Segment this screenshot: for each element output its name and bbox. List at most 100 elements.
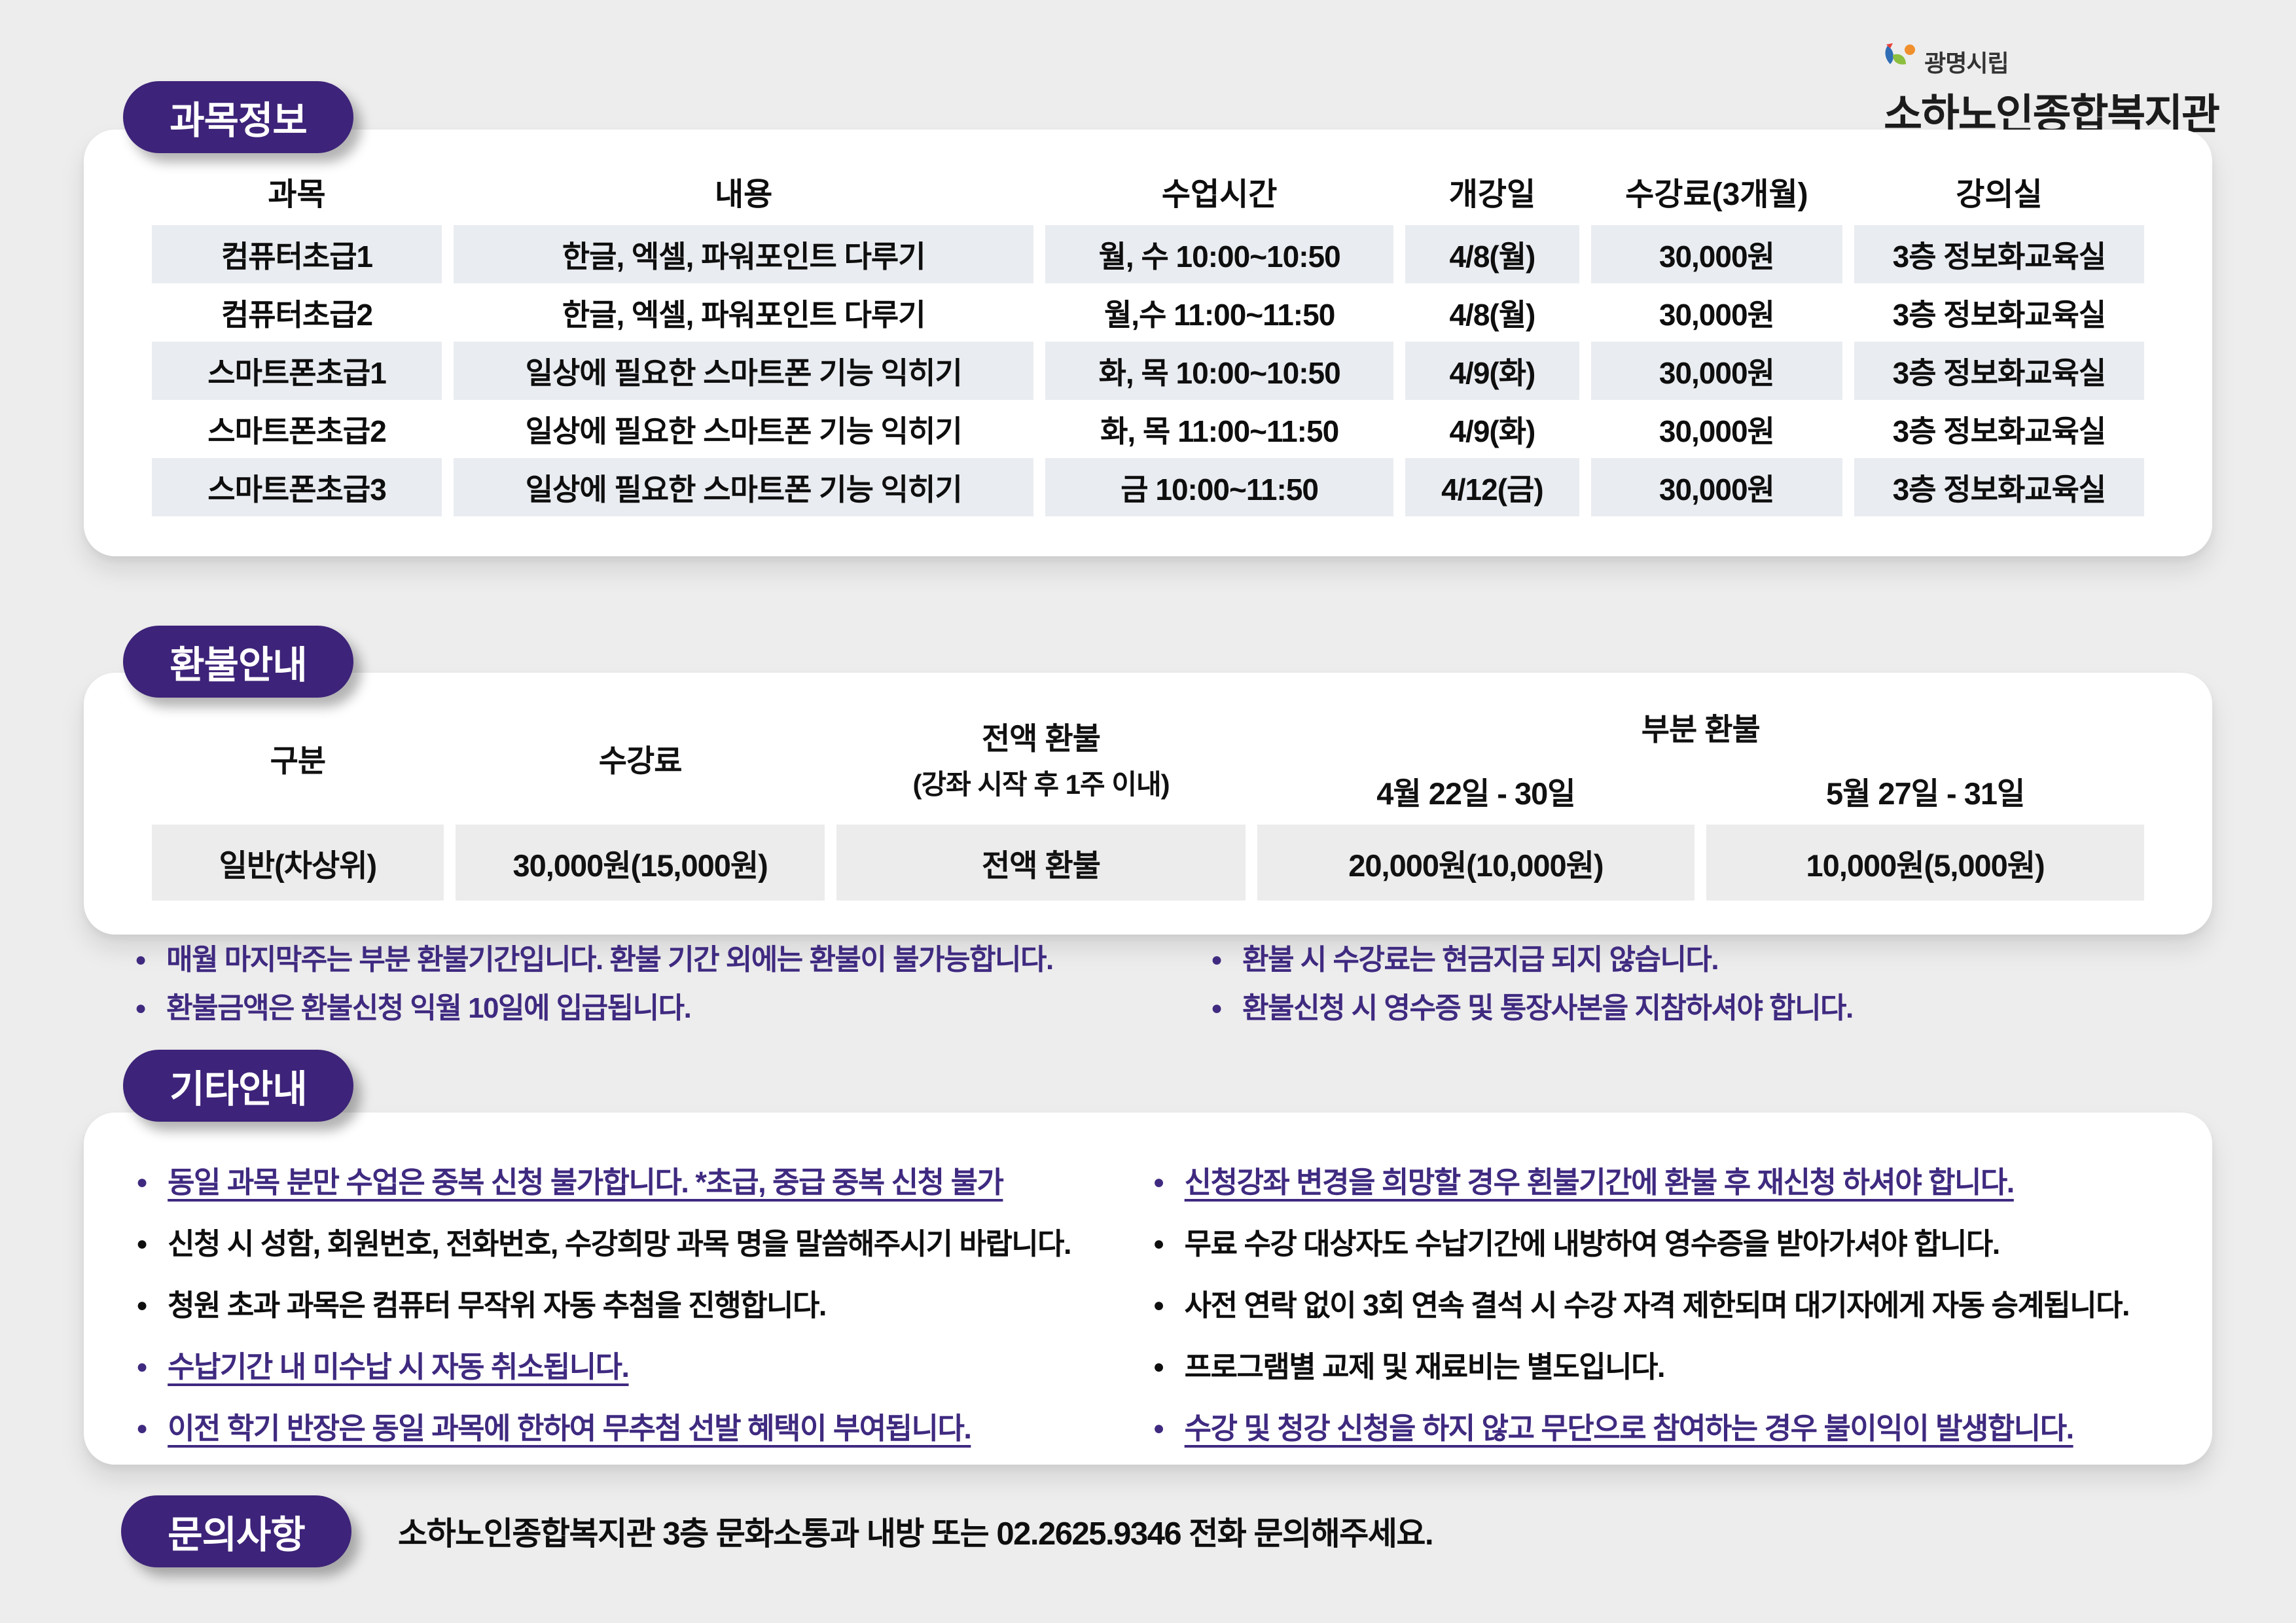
- section-badge-refund: 환불안내: [123, 626, 353, 698]
- refund-note-text: 환불 시 수강료는 현금지급 되지 않습니다.: [1242, 944, 1719, 976]
- course-cell-room: 3층 정보화교육실: [1892, 414, 2107, 448]
- etc-note-text: 동일 과목 분만 수업은 중복 신청 불가합니다. *초급, 중급 중복 신청 …: [168, 1166, 1004, 1199]
- course-cell-room: 3층 정보화교육실: [1854, 225, 2144, 283]
- refund-note: ● 환불 시 수강료는 현금지급 되지 않습니다.: [1211, 941, 2212, 979]
- refund-header-row-2: 4월 22일 - 30일 5월 27일 - 31일: [152, 762, 2144, 825]
- section-badge-course-label: 과목정보: [170, 99, 307, 142]
- etc-note-text: 신청 시 성함, 회원번호, 전화번호, 수강희망 과목 명을 말씀해주시기 바…: [168, 1227, 1071, 1260]
- section-badge-inquiry: 문의사항: [121, 1495, 351, 1567]
- bullet-icon: ●: [1153, 1233, 1165, 1255]
- course-header-room: 강의실: [1956, 177, 2043, 212]
- bullet-icon: ●: [1153, 1356, 1165, 1378]
- course-card: 과목 내용 수업시간 개강일 수강료(3개월) 강의실 컴퓨터초급1 한글, 엑…: [84, 130, 2212, 556]
- logo-city-label: 광명시립: [1924, 50, 2009, 77]
- refund-header-partial: 부분 환불: [1641, 711, 1761, 747]
- bullet-icon: ●: [135, 997, 147, 1019]
- course-row: 스마트폰초급3 일상에 필요한 스마트폰 기능 익히기 금 10:00~11:5…: [152, 458, 2144, 516]
- course-cell-time: 화, 목 10:00~10:50: [1045, 342, 1393, 400]
- course-cell-fee: 30,000원: [1590, 458, 1842, 516]
- course-cell-subject: 컴퓨터초급2: [221, 297, 373, 332]
- refund-note-text: 매월 마지막주는 부분 환불기간입니다. 환불 기간 외에는 환불이 불가능합니…: [166, 944, 1054, 976]
- refund-notes-right: ● 환불 시 수강료는 현금지급 되지 않습니다. ● 환불신청 시 영수증 및…: [1148, 941, 2212, 1038]
- refund-note-text: 환불신청 시 영수증 및 통장사본을 지참하셔야 합니다.: [1242, 992, 1854, 1024]
- course-row: 컴퓨터초급2 한글, 엑셀, 파워포인트 다루기 월,수 11:00~11:50…: [152, 283, 2144, 342]
- course-header-content: 내용: [715, 177, 773, 212]
- course-cell-subject: 스마트폰초급2: [207, 414, 387, 448]
- bullet-icon: ●: [136, 1356, 149, 1378]
- bullet-icon: ●: [136, 1171, 149, 1193]
- bullet-icon: ●: [1153, 1418, 1165, 1439]
- etc-note: ● 청원 초과 과목은 컴퓨터 무작위 자동 추첨을 진행합니다.: [136, 1287, 1117, 1325]
- refund-header-full-subtitle: (강좌 시작 후 1주 이내): [912, 769, 1170, 800]
- course-cell-room: 3층 정보화교육실: [1854, 458, 2144, 516]
- refund-cell-fee: 30,000원(15,000원): [455, 825, 825, 901]
- course-cell-time: 금 10:00~11:50: [1045, 458, 1393, 516]
- course-cell-fee: 30,000원: [1659, 414, 1775, 448]
- course-cell-open-date: 4/9(화): [1405, 342, 1579, 400]
- section-badge-etc: 기타안내: [123, 1050, 353, 1122]
- etc-note: ● 사전 연락 없이 3회 연속 결석 시 수강 자격 제한되며 대기자에게 자…: [1153, 1287, 2179, 1325]
- refund-header-fee: 수강료: [598, 743, 683, 778]
- etc-note-text: 사전 연락 없이 3회 연속 결석 시 수강 자격 제한되며 대기자에게 자동 …: [1184, 1289, 2130, 1322]
- course-cell-fee: 30,000원: [1590, 342, 1842, 400]
- course-cell-open-date: 4/8(월): [1449, 297, 1535, 332]
- course-cell-content: 일상에 필요한 스마트폰 기능 익히기: [525, 414, 963, 448]
- course-cell-room: 3층 정보화교육실: [1892, 297, 2107, 332]
- bullet-icon: ●: [135, 949, 147, 971]
- section-badge-course: 과목정보: [123, 81, 353, 153]
- etc-note: ● 이전 학기 반장은 동일 과목에 한하여 무추첨 선발 혜택이 부여됩니다.: [136, 1410, 1117, 1448]
- logo-mark-icon: [1885, 43, 1916, 65]
- course-cell-open-date: 4/9(화): [1449, 414, 1535, 448]
- course-header-open-date: 개강일: [1448, 177, 1536, 212]
- refund-notes-left: ● 매월 마지막주는 부분 환불기간입니다. 환불 기간 외에는 환불이 불가능…: [84, 941, 1148, 1038]
- bullet-icon: ●: [1211, 949, 1223, 971]
- course-table: 과목 내용 수업시간 개강일 수강료(3개월) 강의실 컴퓨터초급1 한글, 엑…: [140, 157, 2156, 516]
- refund-table: 구분 수강료 전액 환불 (강좌 시작 후 1주 이내) 부분 환불 4월 22…: [140, 691, 2156, 901]
- course-cell-open-date: 4/8(월): [1405, 225, 1579, 283]
- course-cell-fee: 30,000원: [1659, 297, 1775, 332]
- etc-note: ● 신청 시 성함, 회원번호, 전화번호, 수강희망 과목 명을 말씀해주시기…: [136, 1225, 1117, 1263]
- etc-notes-right: ● 신청강좌 변경을 희망할 경우 횐불기간에 환불 후 재신청 하셔야 합니다…: [1117, 1164, 2179, 1471]
- etc-note: ● 프로그램별 교제 및 재료비는 별도입니다.: [1153, 1348, 2179, 1386]
- refund-note: ● 환불신청 시 영수증 및 통장사본을 지참하셔야 합니다.: [1211, 990, 2212, 1027]
- refund-header-full-title: 전액 환불: [982, 721, 1101, 756]
- refund-cell-category: 일반(차상위): [152, 825, 444, 901]
- course-cell-time: 월,수 11:00~11:50: [1103, 297, 1335, 332]
- course-header-row: 과목 내용 수업시간 개강일 수강료(3개월) 강의실: [152, 157, 2144, 225]
- etc-note-text: 신청강좌 변경을 희망할 경우 횐불기간에 환불 후 재신청 하셔야 합니다.: [1184, 1166, 2015, 1199]
- course-cell-content: 한글, 엑셀, 파워포인트 다루기: [562, 297, 926, 332]
- refund-note: ● 매월 마지막주는 부분 환불기간입니다. 환불 기간 외에는 환불이 불가능…: [135, 941, 1148, 979]
- refund-data-row: 일반(차상위) 30,000원(15,000원) 전액 환불 20,000원(1…: [152, 825, 2144, 901]
- etc-note: ● 무료 수강 대상자도 수납기간에 내방하여 영수증을 받아가셔야 합니다.: [1153, 1225, 2179, 1263]
- course-cell-content: 일상에 필요한 스마트폰 기능 익히기: [454, 458, 1034, 516]
- course-cell-subject: 스마트폰초급3: [152, 458, 442, 516]
- refund-cell-partial-1: 20,000원(10,000원): [1257, 825, 1695, 901]
- refund-header-partial-period-1: 4월 22일 - 30일: [1376, 776, 1575, 811]
- refund-cell-full: 전액 환불: [836, 825, 1246, 901]
- refund-notes: ● 매월 마지막주는 부분 환불기간입니다. 환불 기간 외에는 환불이 불가능…: [84, 941, 2212, 1038]
- etc-note: ● 신청강좌 변경을 희망할 경우 횐불기간에 환불 후 재신청 하셔야 합니다…: [1153, 1164, 2179, 1202]
- etc-note-text: 수강 및 청강 신청을 하지 않고 무단으로 참여하는 경우 불이익이 발생합니…: [1184, 1412, 2074, 1445]
- etc-card: ● 동일 과목 분만 수업은 중복 신청 불가합니다. *초급, 중급 중복 신…: [84, 1113, 2212, 1465]
- refund-header-full: 전액 환불 (강좌 시작 후 1주 이내): [836, 691, 1245, 825]
- course-cell-open-date: 4/12(금): [1405, 458, 1579, 516]
- etc-note-text: 청원 초과 과목은 컴퓨터 무작위 자동 추첨을 진행합니다.: [168, 1289, 827, 1322]
- course-cell-time: 월, 수 10:00~10:50: [1045, 225, 1393, 283]
- refund-note-text: 환불금액은 환불신청 익월 10일에 입급됩니다.: [166, 992, 692, 1024]
- etc-note: ● 수납기간 내 미수납 시 자동 취소됩니다.: [136, 1348, 1117, 1386]
- bullet-icon: ●: [1153, 1171, 1165, 1193]
- course-cell-subject: 스마트폰초급1: [152, 342, 442, 400]
- bullet-icon: ●: [136, 1294, 149, 1316]
- course-cell-content: 한글, 엑셀, 파워포인트 다루기: [454, 225, 1034, 283]
- section-badge-refund-label: 환불안내: [170, 644, 307, 687]
- refund-card: 구분 수강료 전액 환불 (강좌 시작 후 1주 이내) 부분 환불 4월 22…: [84, 673, 2212, 935]
- course-cell-fee: 30,000원: [1590, 225, 1842, 283]
- course-header-fee: 수강료(3개월): [1625, 177, 1808, 212]
- etc-note-text: 수납기간 내 미수납 시 자동 취소됩니다.: [168, 1350, 630, 1383]
- refund-note: ● 환불금액은 환불신청 익월 10일에 입급됩니다.: [135, 990, 1148, 1027]
- course-row: 스마트폰초급1 일상에 필요한 스마트폰 기능 익히기 화, 목 10:00~1…: [152, 342, 2144, 400]
- etc-note-text: 무료 수강 대상자도 수납기간에 내방하여 영수증을 받아가셔야 합니다.: [1184, 1227, 2001, 1260]
- etc-note: ● 동일 과목 분만 수업은 중복 신청 불가합니다. *초급, 중급 중복 신…: [136, 1164, 1117, 1202]
- course-cell-content: 일상에 필요한 스마트폰 기능 익히기: [454, 342, 1034, 400]
- course-header-subject: 과목: [268, 177, 326, 212]
